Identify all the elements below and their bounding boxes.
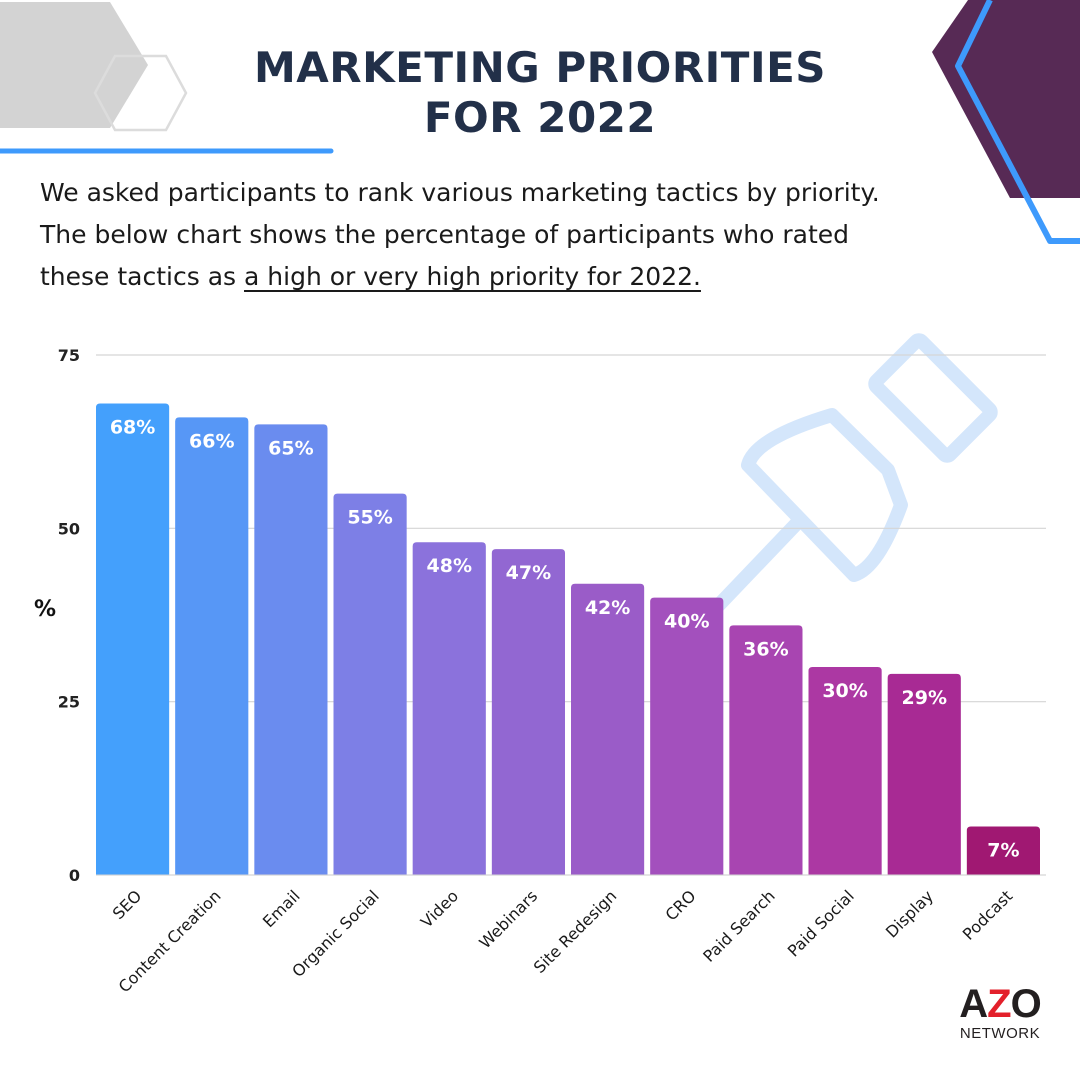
data-label: 65% — [268, 437, 313, 459]
y-tick-label: 50 — [58, 519, 80, 538]
azo-network-logo: AZO NETWORK — [952, 984, 1048, 1042]
data-label: 66% — [189, 430, 234, 452]
bar — [412, 542, 486, 875]
intro-line-3-emphasis: a high or very high priority for 2022. — [244, 262, 701, 291]
outline-hexagon-decoration — [93, 54, 188, 132]
bar — [571, 583, 645, 875]
y-tick-label: 75 — [58, 346, 80, 365]
x-tick-label: SEO — [109, 886, 146, 923]
pushpin-icon — [709, 333, 998, 615]
bar — [175, 417, 249, 875]
data-label: 42% — [585, 597, 630, 619]
bar — [254, 424, 328, 875]
x-tick-label: Video — [417, 886, 462, 931]
bar — [887, 673, 961, 875]
title-line-2: FOR 2022 — [423, 93, 657, 142]
data-label: 48% — [427, 555, 472, 577]
intro-line-3: these tactics as a high or very high pri… — [40, 256, 970, 298]
x-tick-label: Paid Search — [699, 886, 778, 965]
data-label: 40% — [664, 611, 709, 633]
logo-letter-z: Z — [987, 982, 1011, 1026]
grey-hexagon-decoration — [0, 2, 148, 128]
y-tick-label: 0 — [69, 866, 80, 885]
y-axis-label: % — [34, 597, 56, 622]
data-label: 68% — [110, 417, 155, 439]
data-label: 55% — [347, 507, 392, 529]
data-label: 30% — [822, 680, 867, 702]
x-tick-label: Site Redesign — [530, 886, 621, 977]
x-tick-label: Email — [259, 886, 304, 931]
bar — [650, 597, 724, 875]
bar — [729, 625, 803, 875]
x-tick-label: Podcast — [959, 886, 1016, 943]
bar — [96, 403, 170, 875]
logo-letter-o: O — [1010, 982, 1042, 1026]
intro-text: We asked participants to rank various ma… — [40, 172, 970, 298]
intro-line-2: The below chart shows the percentage of … — [40, 220, 850, 249]
title-line-1: MARKETING PRIORITIES — [253, 43, 827, 92]
logo-network-text: NETWORK — [959, 1025, 1041, 1042]
x-tick-label: Display — [882, 886, 937, 941]
x-tick-label: Webinars — [475, 886, 541, 952]
x-tick-label: CRO — [661, 886, 699, 924]
bar — [808, 667, 882, 875]
data-label: 47% — [506, 562, 551, 584]
x-tick-label: Paid Social — [784, 886, 858, 960]
logo-letter-a: A — [959, 982, 988, 1026]
intro-line-1: We asked participants to rank various ma… — [40, 178, 880, 207]
bar — [966, 826, 1040, 875]
y-tick-label: 25 — [58, 693, 80, 712]
blue-outline-decoration — [955, 0, 1080, 244]
bar — [491, 549, 565, 875]
data-label: 7% — [987, 839, 1019, 861]
data-label: 36% — [743, 638, 788, 660]
bar — [333, 493, 407, 875]
data-label: 29% — [902, 687, 947, 709]
intro-line-3-plain: these tactics as — [40, 262, 245, 291]
